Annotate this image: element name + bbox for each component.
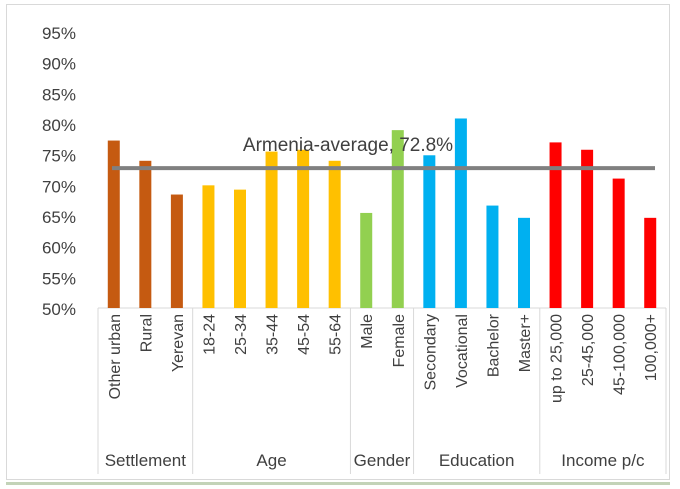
bar	[391, 130, 404, 308]
category-label: 25-45,000	[580, 314, 597, 386]
category-label: 55-64	[328, 314, 345, 355]
category-label: 35-44	[265, 314, 282, 355]
reference-line-label: Armenia-average, 72.8%	[243, 135, 453, 156]
y-tick-label: 95%	[42, 24, 76, 43]
category-label: Master+	[517, 314, 534, 372]
category-label: 45-54	[296, 314, 313, 355]
category-label: up to 25,000	[549, 314, 566, 403]
bar	[581, 149, 594, 308]
category-label: Female	[391, 314, 408, 367]
category-label: 25-34	[233, 314, 250, 355]
category-label: Rural	[138, 314, 155, 352]
category-label: Secondary	[422, 314, 439, 391]
category-label: Yerevan	[170, 314, 187, 372]
bar	[454, 118, 467, 308]
bar	[423, 155, 436, 308]
bar	[360, 212, 373, 308]
bar	[170, 194, 183, 308]
y-tick-label: 70%	[42, 177, 76, 196]
bar	[202, 185, 215, 308]
y-tick-label: 55%	[42, 269, 76, 288]
category-label: 18-24	[201, 314, 218, 355]
y-tick-label: 80%	[42, 116, 76, 135]
bar	[328, 160, 341, 308]
bar	[612, 178, 625, 308]
y-tick-label: 50%	[42, 300, 76, 319]
group-label: Income p/c	[561, 451, 645, 470]
group-label: Settlement	[105, 451, 187, 470]
bar	[234, 189, 246, 308]
bar	[486, 205, 499, 308]
y-tick-label: 75%	[42, 147, 76, 166]
y-tick-label: 85%	[42, 85, 76, 104]
bar	[139, 160, 152, 308]
bar	[265, 151, 278, 308]
category-label: Vocational	[454, 314, 471, 388]
group-label: Gender	[354, 451, 411, 470]
category-label: 45-100,000	[612, 314, 629, 395]
category-label: 100,000+	[643, 314, 660, 381]
category-label: Other urban	[107, 314, 124, 399]
bar	[518, 217, 530, 308]
category-label: Male	[359, 314, 376, 349]
y-tick-label: 65%	[42, 208, 76, 227]
y-tick-label: 90%	[42, 55, 76, 74]
bottom-rule	[6, 482, 670, 485]
bar	[107, 140, 120, 308]
group-label: Education	[439, 451, 515, 470]
category-label: Bachelor	[485, 313, 502, 377]
bar	[549, 142, 562, 308]
group-label: Age	[256, 451, 286, 470]
bar	[297, 149, 310, 308]
y-tick-label: 60%	[42, 239, 76, 258]
bar	[644, 217, 657, 308]
